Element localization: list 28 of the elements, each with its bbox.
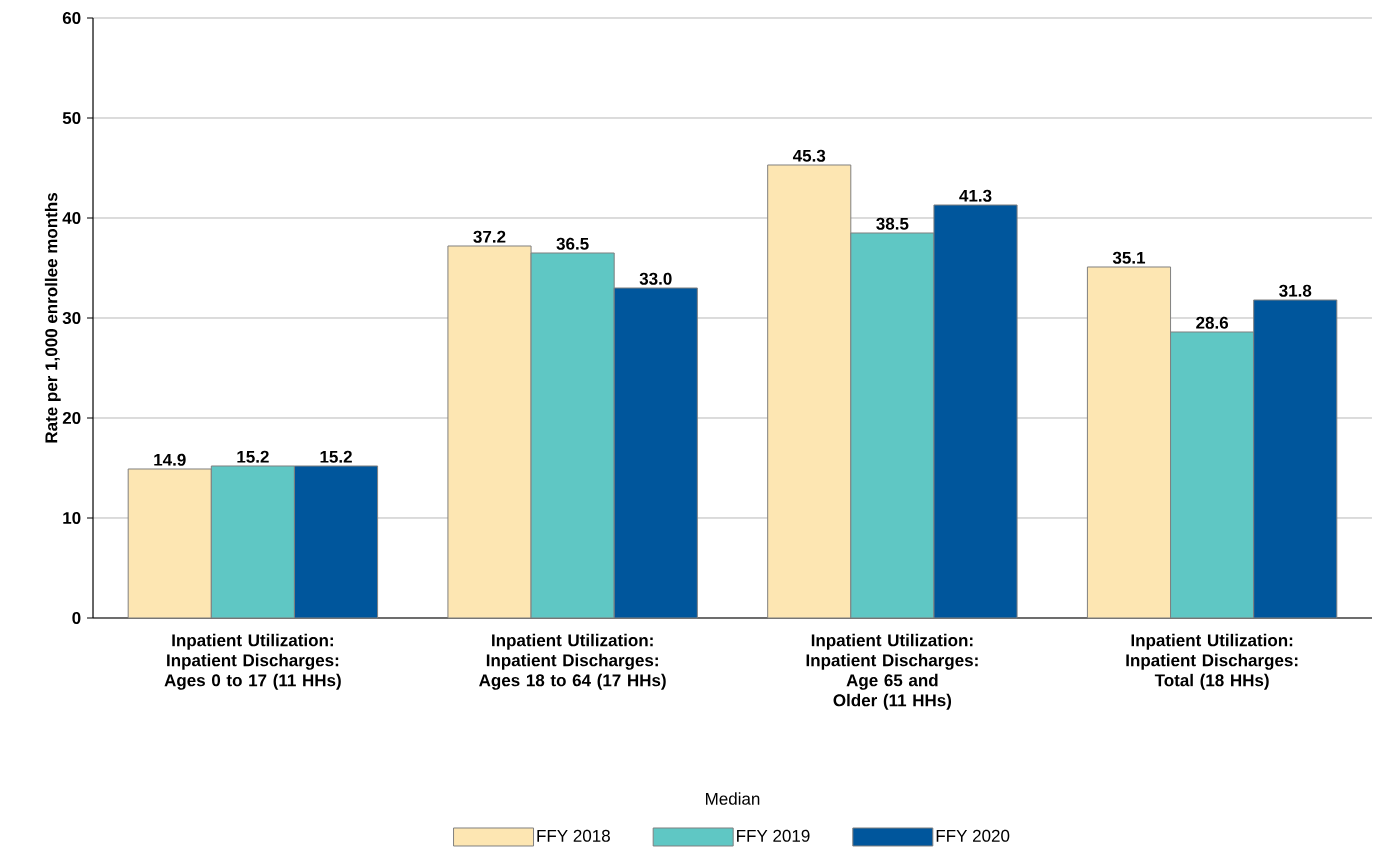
data-label: 28.6 xyxy=(1196,316,1229,329)
data-label: 15.2 xyxy=(320,450,352,463)
legend-label: FFY 2019 xyxy=(737,829,810,842)
data-label: 14.9 xyxy=(154,453,186,466)
x-tick-label: Inpatient Utilization: Inpatient Discharges: Age 65 and Older (11 HHs) xyxy=(806,633,978,710)
data-label: 15.2 xyxy=(237,450,269,463)
data-label: 38.5 xyxy=(876,217,909,230)
legend-label: FFY 2018 xyxy=(537,829,610,842)
data-label: 35.1 xyxy=(1112,251,1146,264)
y-tick-label: 40 xyxy=(62,211,81,224)
legend-title: Median xyxy=(706,792,760,805)
data-label: 31.8 xyxy=(1279,284,1312,297)
x-tick-label: Inpatient Utilization: Inpatient Discharges: Ages 0 to 17 (11 HHs) xyxy=(164,633,341,690)
data-label: 45.3 xyxy=(792,149,826,162)
x-tick-label: Inpatient Utilization: Inpatient Discharges: Ages 18 to 64 (17 HHs) xyxy=(479,633,666,690)
y-axis-title: Rate per 1,000 enrollee months xyxy=(44,192,61,443)
y-tick-label: 60 xyxy=(62,11,81,24)
y-tick-label: 30 xyxy=(62,311,81,324)
data-label: 33.0 xyxy=(639,272,672,285)
data-label: 41.3 xyxy=(959,189,992,202)
data-label: 36.5 xyxy=(556,237,589,250)
legend-label: FFY 2020 xyxy=(936,829,1010,842)
y-tick-label: 10 xyxy=(63,511,81,524)
y-tick-label: 50 xyxy=(62,111,81,124)
x-tick-label: Inpatient Utilization: Inpatient Discharges: Total (18 HHs) xyxy=(1126,633,1298,690)
data-label: 37.2 xyxy=(473,230,506,243)
y-tick-label: 20 xyxy=(62,411,81,424)
y-tick-label: 0 xyxy=(72,611,81,624)
